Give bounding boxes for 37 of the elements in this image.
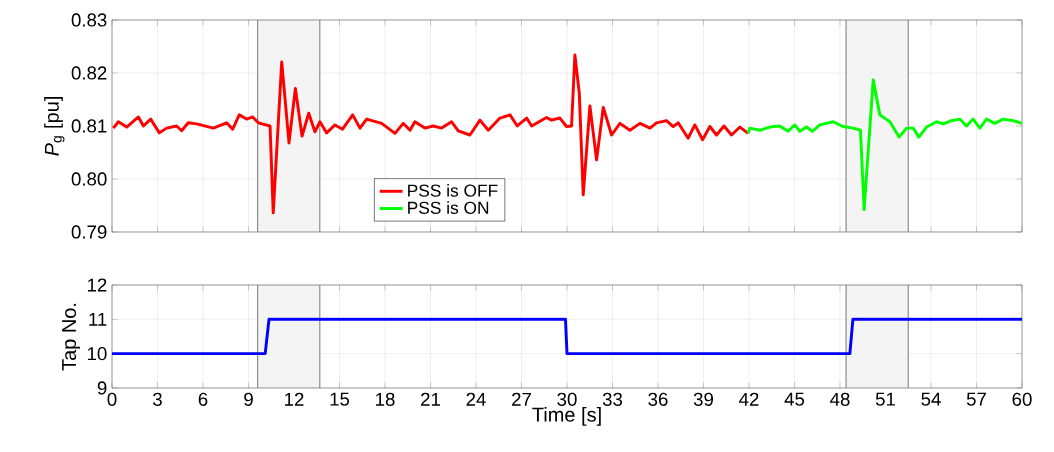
x-tick-label: 54: [921, 392, 941, 406]
x-tick-label: 3: [153, 392, 162, 406]
x-tick-label: 9: [244, 392, 253, 406]
y-tick-label: 11: [89, 312, 107, 326]
y-tick-label: 0.81: [71, 119, 107, 133]
x-tick-label: 0: [107, 392, 117, 406]
x-tick-label: 60: [1012, 392, 1032, 406]
x-tick-label: 21: [421, 392, 440, 406]
y-tick-label: 10: [87, 347, 107, 361]
x-tick-label: 45: [784, 392, 805, 406]
x-tick-label: 12: [285, 392, 304, 406]
x-tick-label: 33: [602, 392, 623, 406]
x-tick-label: 15: [330, 392, 350, 406]
x-tick-label: 48: [830, 392, 850, 406]
x-tick-label: 39: [693, 392, 713, 406]
legend-label: PSS is ON: [408, 201, 489, 214]
legend-label: PSS is OFF: [408, 183, 498, 197]
y-tick-label: 0.83: [71, 13, 107, 27]
x-tick-label: 36: [648, 392, 668, 406]
x-tick-label: 18: [376, 392, 395, 406]
y-tick-label: 0.79: [71, 225, 107, 239]
x-axis-title: Time [s]: [532, 407, 601, 426]
x-tick-label: 51: [875, 392, 895, 406]
x-tick-label: 27: [512, 392, 531, 406]
y-axis-title: Tap No.: [62, 303, 81, 371]
x-tick-label: 57: [966, 392, 986, 406]
line-series: [112, 53, 750, 215]
x-tick-label: 30: [557, 392, 577, 406]
y-tick-label: 0.82: [71, 66, 107, 80]
y-axis-title: P$_{g}$ [pu]: [44, 97, 65, 156]
line-series: [746, 78, 1022, 212]
y-tick-label: 0.80: [71, 172, 107, 186]
x-tick-label: 42: [739, 392, 759, 406]
y-tick-label: 9: [97, 381, 107, 395]
x-tick-label: 24: [466, 392, 486, 406]
x-tick-label: 6: [198, 392, 208, 406]
y-tick-label: 12: [87, 278, 107, 292]
